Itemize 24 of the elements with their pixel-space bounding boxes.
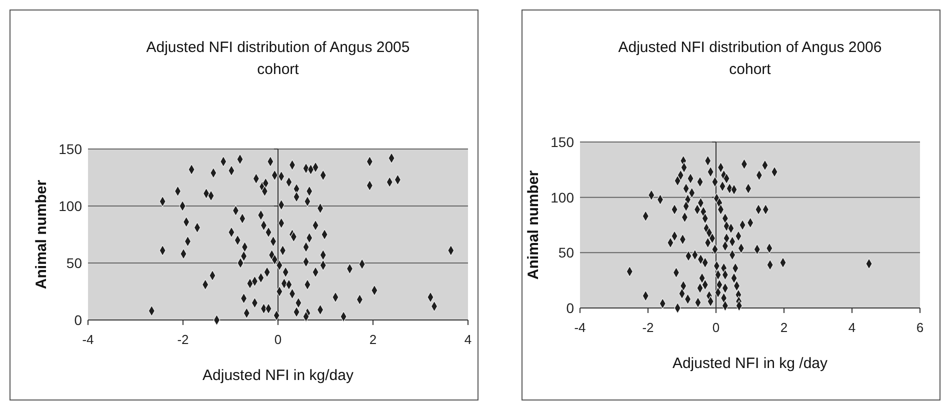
x-tick-label: -2 (177, 332, 189, 347)
x-tick-label: 2 (369, 332, 377, 347)
x-tick-label: 0 (274, 332, 282, 347)
x-axis-title: Adjusted NFI in kg/day (202, 367, 354, 384)
y-tick-label: 100 (550, 189, 574, 206)
y-tick-label: 150 (58, 141, 82, 157)
x-tick-label: 0 (712, 320, 720, 335)
y-tick-label: 150 (550, 134, 574, 150)
x-tick-label: -2 (642, 320, 654, 335)
x-tick-label: 2 (780, 320, 788, 335)
y-axis-title: Animal number (33, 180, 50, 290)
y-tick-label: 100 (58, 198, 82, 214)
y-axis-title: Animal number (525, 170, 542, 280)
x-tick-label: 6 (916, 320, 924, 335)
x-tick-label: 4 (464, 332, 472, 347)
y-tick-label: 50 (558, 244, 574, 261)
y-tick-label: 0 (566, 300, 574, 316)
x-axis-title: Adjusted NFI in kg /day (672, 355, 828, 372)
x-tick-label: -4 (574, 320, 586, 335)
chart-title: Adjusted NFI distribution of Angus 2006 cohort (618, 39, 882, 78)
y-tick-label: 50 (66, 255, 82, 271)
x-tick-label: 4 (848, 320, 856, 335)
x-tick-label: -4 (82, 332, 94, 347)
chart-title: Adjusted NFI distribution of Angus 2005 cohort (146, 39, 410, 78)
